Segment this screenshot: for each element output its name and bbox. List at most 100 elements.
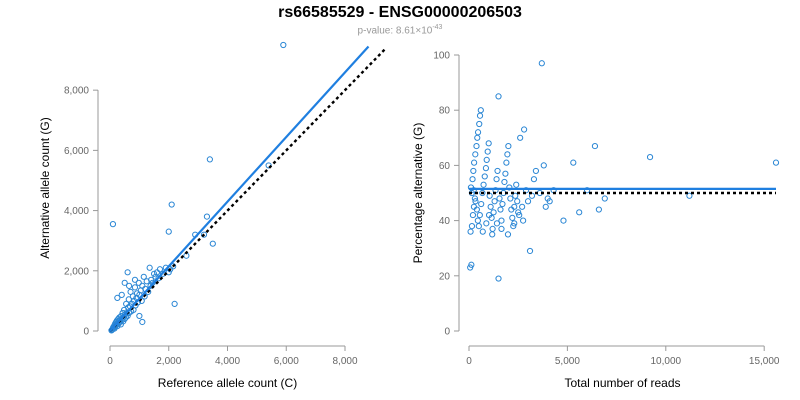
left-x-axis-label: Reference allele count (C) [158, 376, 297, 390]
right-data-point [498, 217, 505, 224]
right-data-point [468, 223, 476, 230]
right-data-point [576, 209, 583, 216]
left-data-point [170, 263, 177, 270]
left-y-axis-label: Alternative allele count (G) [38, 117, 52, 258]
right-data-point [511, 220, 518, 227]
right-data-point [470, 187, 477, 194]
right-data-point [513, 181, 520, 188]
right-x-tick-label: 5,000 [555, 356, 580, 367]
right-data-point [601, 195, 608, 202]
right-data-point [503, 159, 510, 166]
right-data-point [524, 198, 532, 205]
right-data-point [499, 200, 506, 208]
left-data-point [146, 264, 153, 271]
right-data-point [476, 112, 484, 119]
left-data-point [139, 318, 146, 326]
left-data-point [121, 279, 128, 286]
right-data-point [505, 142, 512, 150]
right-data-point [532, 167, 540, 175]
left-data-point [156, 266, 164, 273]
right-data-point [483, 220, 490, 227]
left-y-tick-label: 2,000 [64, 266, 89, 277]
right-data-point [495, 93, 502, 100]
right-x-tick-label: 15,000 [749, 356, 780, 367]
right-data-point [546, 198, 553, 205]
right-data-point [506, 184, 513, 191]
right-data-point [521, 126, 528, 133]
right-data-point [772, 159, 780, 166]
right-data-point [498, 225, 505, 232]
right-data-point [489, 231, 496, 238]
left-y-tick-label: 4,000 [64, 206, 89, 217]
right-data-point [481, 173, 488, 180]
right-data-point [473, 206, 480, 213]
left-data-point [209, 240, 216, 247]
right-data-point [484, 148, 491, 155]
right-y-axis-label: Percentage alternative (G) [411, 123, 425, 264]
left-data-point [138, 297, 145, 304]
right-y-tick-label: 100 [433, 51, 450, 62]
right-data-point [502, 170, 509, 177]
right-data-point [501, 178, 508, 186]
right-y-tick-label: 20 [439, 271, 451, 282]
right-data-point [471, 195, 479, 202]
left-data-point [131, 276, 139, 283]
left-data-point [124, 269, 131, 276]
left-data-point [125, 282, 133, 289]
left-data-point [140, 273, 147, 280]
right-data-point [595, 206, 602, 213]
right-data-point [520, 217, 527, 224]
right-data-point [489, 225, 496, 232]
right-data-point [479, 189, 486, 197]
right-data-point [509, 214, 516, 221]
right-data-point [476, 211, 483, 219]
right-y-tick-label: 0 [444, 327, 450, 338]
right-data-point [475, 223, 482, 230]
right-data-point [472, 151, 479, 158]
left-x-tick-label: 0 [107, 356, 113, 367]
right-data-point [519, 203, 526, 210]
p-value-text: p-value: 8.61×10-43 [0, 24, 800, 36]
left-data-point [148, 276, 155, 283]
right-data-point [468, 261, 475, 268]
left-data-point [168, 201, 175, 208]
right-data-point [542, 203, 549, 210]
right-data-point [504, 231, 512, 238]
right-data-point [517, 134, 524, 141]
right-y-tick-label: 60 [439, 161, 451, 172]
right-x-axis-label: Total number of reads [564, 376, 680, 390]
right-data-point [473, 142, 480, 150]
right-data-point [477, 107, 484, 114]
right-data-point [482, 165, 490, 172]
right-y-tick-label: 80 [439, 106, 451, 117]
left-data-point [118, 291, 125, 298]
left-data-point [265, 162, 272, 169]
right-data-point [469, 176, 476, 183]
right-data-point [583, 187, 591, 194]
left-x-tick-label: 4,000 [215, 356, 240, 367]
right-data-point [470, 167, 477, 175]
right-data-point [474, 129, 482, 136]
right-data-point [591, 142, 599, 150]
right-data-point [530, 176, 538, 183]
right-data-point [493, 176, 500, 183]
right-data-point [511, 203, 518, 210]
right-data-point [467, 228, 474, 235]
left-data-point [150, 270, 158, 277]
right-x-tick-label: 10,000 [650, 356, 681, 367]
p-value-exponent: -43 [432, 24, 443, 31]
right-data-point [526, 247, 534, 255]
right-data-point [515, 209, 522, 216]
right-data-point [472, 198, 479, 205]
right-data-point [469, 211, 477, 219]
right-data-point [495, 275, 502, 282]
right-data-point [478, 200, 485, 208]
left-data-point [206, 156, 213, 163]
right-data-point [646, 154, 654, 161]
left-data-point [109, 221, 117, 228]
left-x-tick-label: 6,000 [274, 356, 299, 367]
left-data-point [114, 294, 121, 301]
right-data-point [493, 220, 501, 227]
right-data-point [494, 167, 501, 175]
